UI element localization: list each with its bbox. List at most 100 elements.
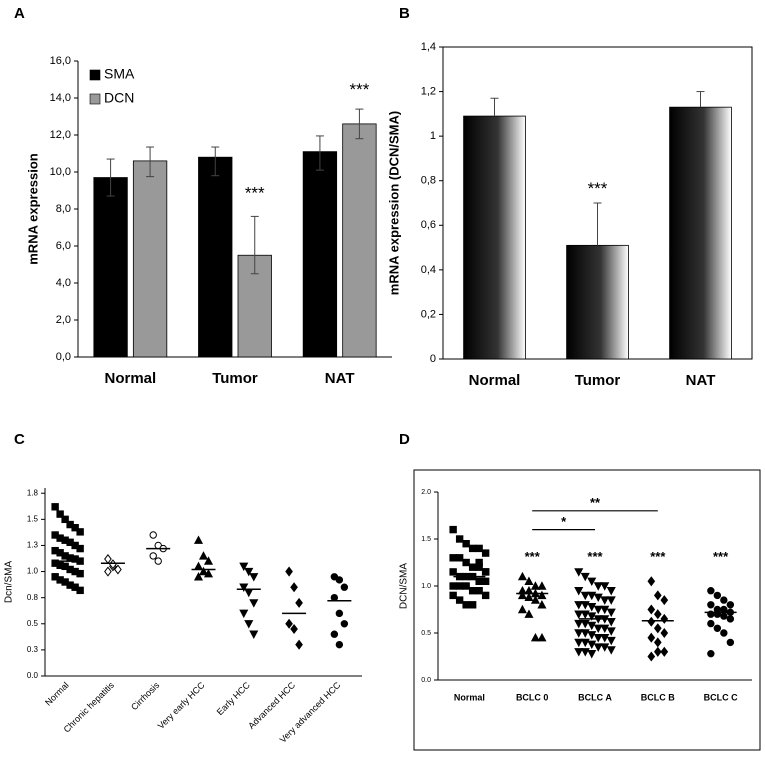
legend-swatch (89, 93, 101, 105)
panel-label: B (399, 5, 410, 22)
point (660, 613, 669, 624)
y-tick-label: 2.0 (421, 489, 431, 496)
point (524, 592, 534, 601)
bracket-label: * (561, 514, 567, 529)
point (593, 605, 603, 615)
significance: *** (713, 549, 729, 564)
point (600, 605, 610, 615)
point (114, 564, 122, 575)
panel-label: C (14, 431, 25, 448)
point (468, 601, 477, 609)
y-tick-label: 4,0 (56, 277, 71, 289)
point (647, 632, 656, 643)
point (462, 540, 470, 548)
x-tick-label: Advanced HCC (246, 680, 297, 731)
y-tick-label: 0.0 (27, 671, 39, 680)
point (475, 587, 483, 595)
significance: *** (587, 549, 603, 564)
point (580, 619, 590, 629)
point (290, 623, 298, 635)
x-tick-label: Normal (469, 372, 521, 389)
point (537, 600, 547, 609)
x-tick-label: Tumor (575, 372, 621, 389)
point (449, 568, 457, 576)
point (462, 582, 470, 590)
point (653, 590, 662, 601)
point (600, 624, 610, 634)
point (56, 510, 64, 518)
x-tick-label: Tumor (212, 370, 258, 387)
y-tick-label: 1.0 (421, 583, 431, 590)
point (653, 609, 662, 620)
point (587, 621, 597, 631)
y-tick-label: 1.3 (27, 541, 39, 550)
point (61, 515, 69, 524)
point (517, 590, 527, 600)
point (726, 638, 735, 647)
point (653, 623, 662, 634)
y-tick-label: 0.5 (421, 630, 431, 637)
bar (198, 156, 233, 358)
point (587, 649, 597, 659)
y-tick-label: 0,4 (421, 264, 436, 276)
point (198, 551, 209, 560)
point (660, 595, 669, 606)
significance: *** (245, 184, 265, 203)
point (239, 609, 249, 619)
point (574, 629, 584, 638)
point (574, 568, 584, 577)
y-tick-label: 0,2 (421, 308, 436, 320)
point (574, 619, 584, 629)
point (524, 576, 534, 585)
point (593, 593, 603, 603)
y-tick-label: 1.5 (27, 514, 39, 523)
point (149, 531, 157, 539)
point (580, 572, 590, 582)
point (244, 588, 254, 598)
y-tick-label: 0.8 (27, 593, 39, 602)
bar (93, 177, 128, 358)
bar (669, 106, 732, 360)
point (580, 648, 590, 657)
y-axis-label: DCN/SMA (399, 563, 410, 609)
point (593, 634, 603, 643)
x-tick-label: Cirrhosis (129, 680, 162, 713)
y-tick-label: 1.5 (421, 536, 431, 543)
point (600, 643, 610, 652)
x-tick-label: Very early HCC (156, 680, 207, 731)
y-tick-label: 0,0 (56, 351, 71, 363)
point (285, 618, 293, 629)
point (71, 523, 79, 532)
point (606, 596, 616, 605)
x-tick-label: NAT (686, 372, 716, 389)
point (580, 610, 590, 619)
y-axis-label: mRNA expression (DCN/SMA) (386, 111, 401, 295)
point (149, 552, 157, 560)
point (295, 597, 303, 608)
point (580, 629, 590, 638)
y-tick-label: 2,0 (56, 314, 71, 326)
point (455, 596, 464, 604)
point (707, 649, 715, 658)
y-tick-label: 0,6 (421, 219, 436, 231)
point (475, 577, 483, 585)
point (481, 568, 490, 576)
point (517, 604, 527, 614)
point (537, 590, 547, 600)
point (468, 544, 477, 553)
x-tick-label: BCLC A (578, 692, 612, 702)
point (647, 651, 656, 662)
point (203, 568, 214, 578)
y-tick-label: 10,0 (50, 166, 71, 178)
point (574, 587, 584, 596)
point (606, 618, 616, 627)
point (76, 528, 84, 536)
point (530, 632, 540, 642)
point (707, 601, 715, 609)
point (335, 576, 344, 584)
significance: *** (588, 179, 608, 198)
point (449, 525, 457, 534)
y-axis-label: mRNA expression (25, 153, 40, 265)
point (713, 624, 722, 632)
